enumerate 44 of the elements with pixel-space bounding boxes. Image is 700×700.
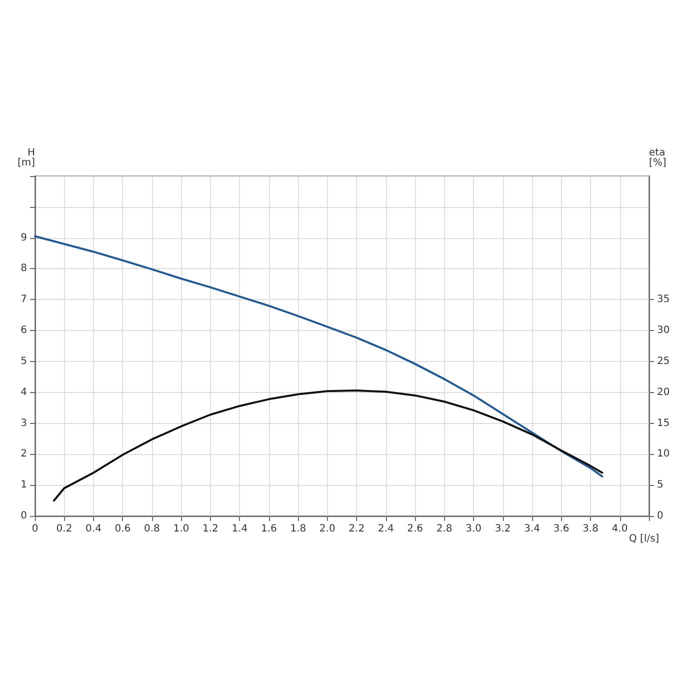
x-tick-label: 3.0 (466, 524, 482, 534)
y-tick-label: 4 (20, 386, 27, 398)
y-tick-label: 0 (20, 510, 27, 522)
x-tick-label: 0.2 (56, 524, 72, 534)
line-series (34, 235, 604, 478)
x-tick-label: 0 (32, 524, 38, 534)
x-tick-label: 1.0 (173, 524, 190, 534)
y-tick-label: 8 (20, 263, 27, 274)
x-tick-label: 2.0 (319, 524, 336, 534)
x-tick-label: 2.8 (436, 524, 452, 534)
y-tick-label: 3 (20, 418, 27, 429)
y2-tick-label: 30 (657, 325, 670, 336)
y-tick-label: 7 (20, 294, 27, 306)
y2-axis-title: eta [%] (649, 148, 666, 168)
x-tick-label: 3.4 (524, 524, 540, 534)
y-tick-label: 1 (20, 480, 27, 491)
x-tick-label: 2.6 (407, 524, 424, 534)
x-tick-label: 3.8 (582, 524, 598, 534)
x-tick-label: 1.4 (232, 524, 248, 534)
x-tick-label: 1.8 (290, 524, 306, 534)
x-tick-label: 4.0 (612, 524, 628, 534)
x-tick-label: 0.4 (86, 524, 102, 534)
y-tick-label: 6 (20, 325, 27, 336)
x-tick-label: 2.2 (348, 524, 365, 534)
x-axis-title: Q [l/s] (629, 534, 660, 544)
y2-tick-label: 0 (657, 510, 664, 522)
x-tick-label: 3.6 (553, 524, 570, 534)
y-axis-title: H [m] (17, 148, 36, 168)
y2-tick-label: 25 (657, 356, 670, 367)
y-tick-label: 9 (20, 232, 27, 244)
y2-tick-label: 15 (657, 418, 670, 429)
x-tick-label: 0.6 (114, 524, 131, 534)
y2-tick-label: 20 (657, 386, 670, 398)
x-tick-label: 0.8 (144, 524, 160, 534)
x-tick-label: 1.2 (202, 524, 218, 534)
y-tick-label: 5 (20, 356, 27, 367)
y-tick-label: 2 (20, 448, 27, 460)
y2-tick-label: 5 (657, 480, 664, 491)
y2-tick-label: 35 (657, 294, 670, 306)
y2-tick-label: 10 (657, 448, 670, 460)
x-tick-label: 1.6 (260, 524, 277, 534)
x-tick-label: 2.4 (378, 524, 394, 534)
line-series (53, 390, 604, 502)
x-tick-label: 3.2 (494, 524, 511, 534)
